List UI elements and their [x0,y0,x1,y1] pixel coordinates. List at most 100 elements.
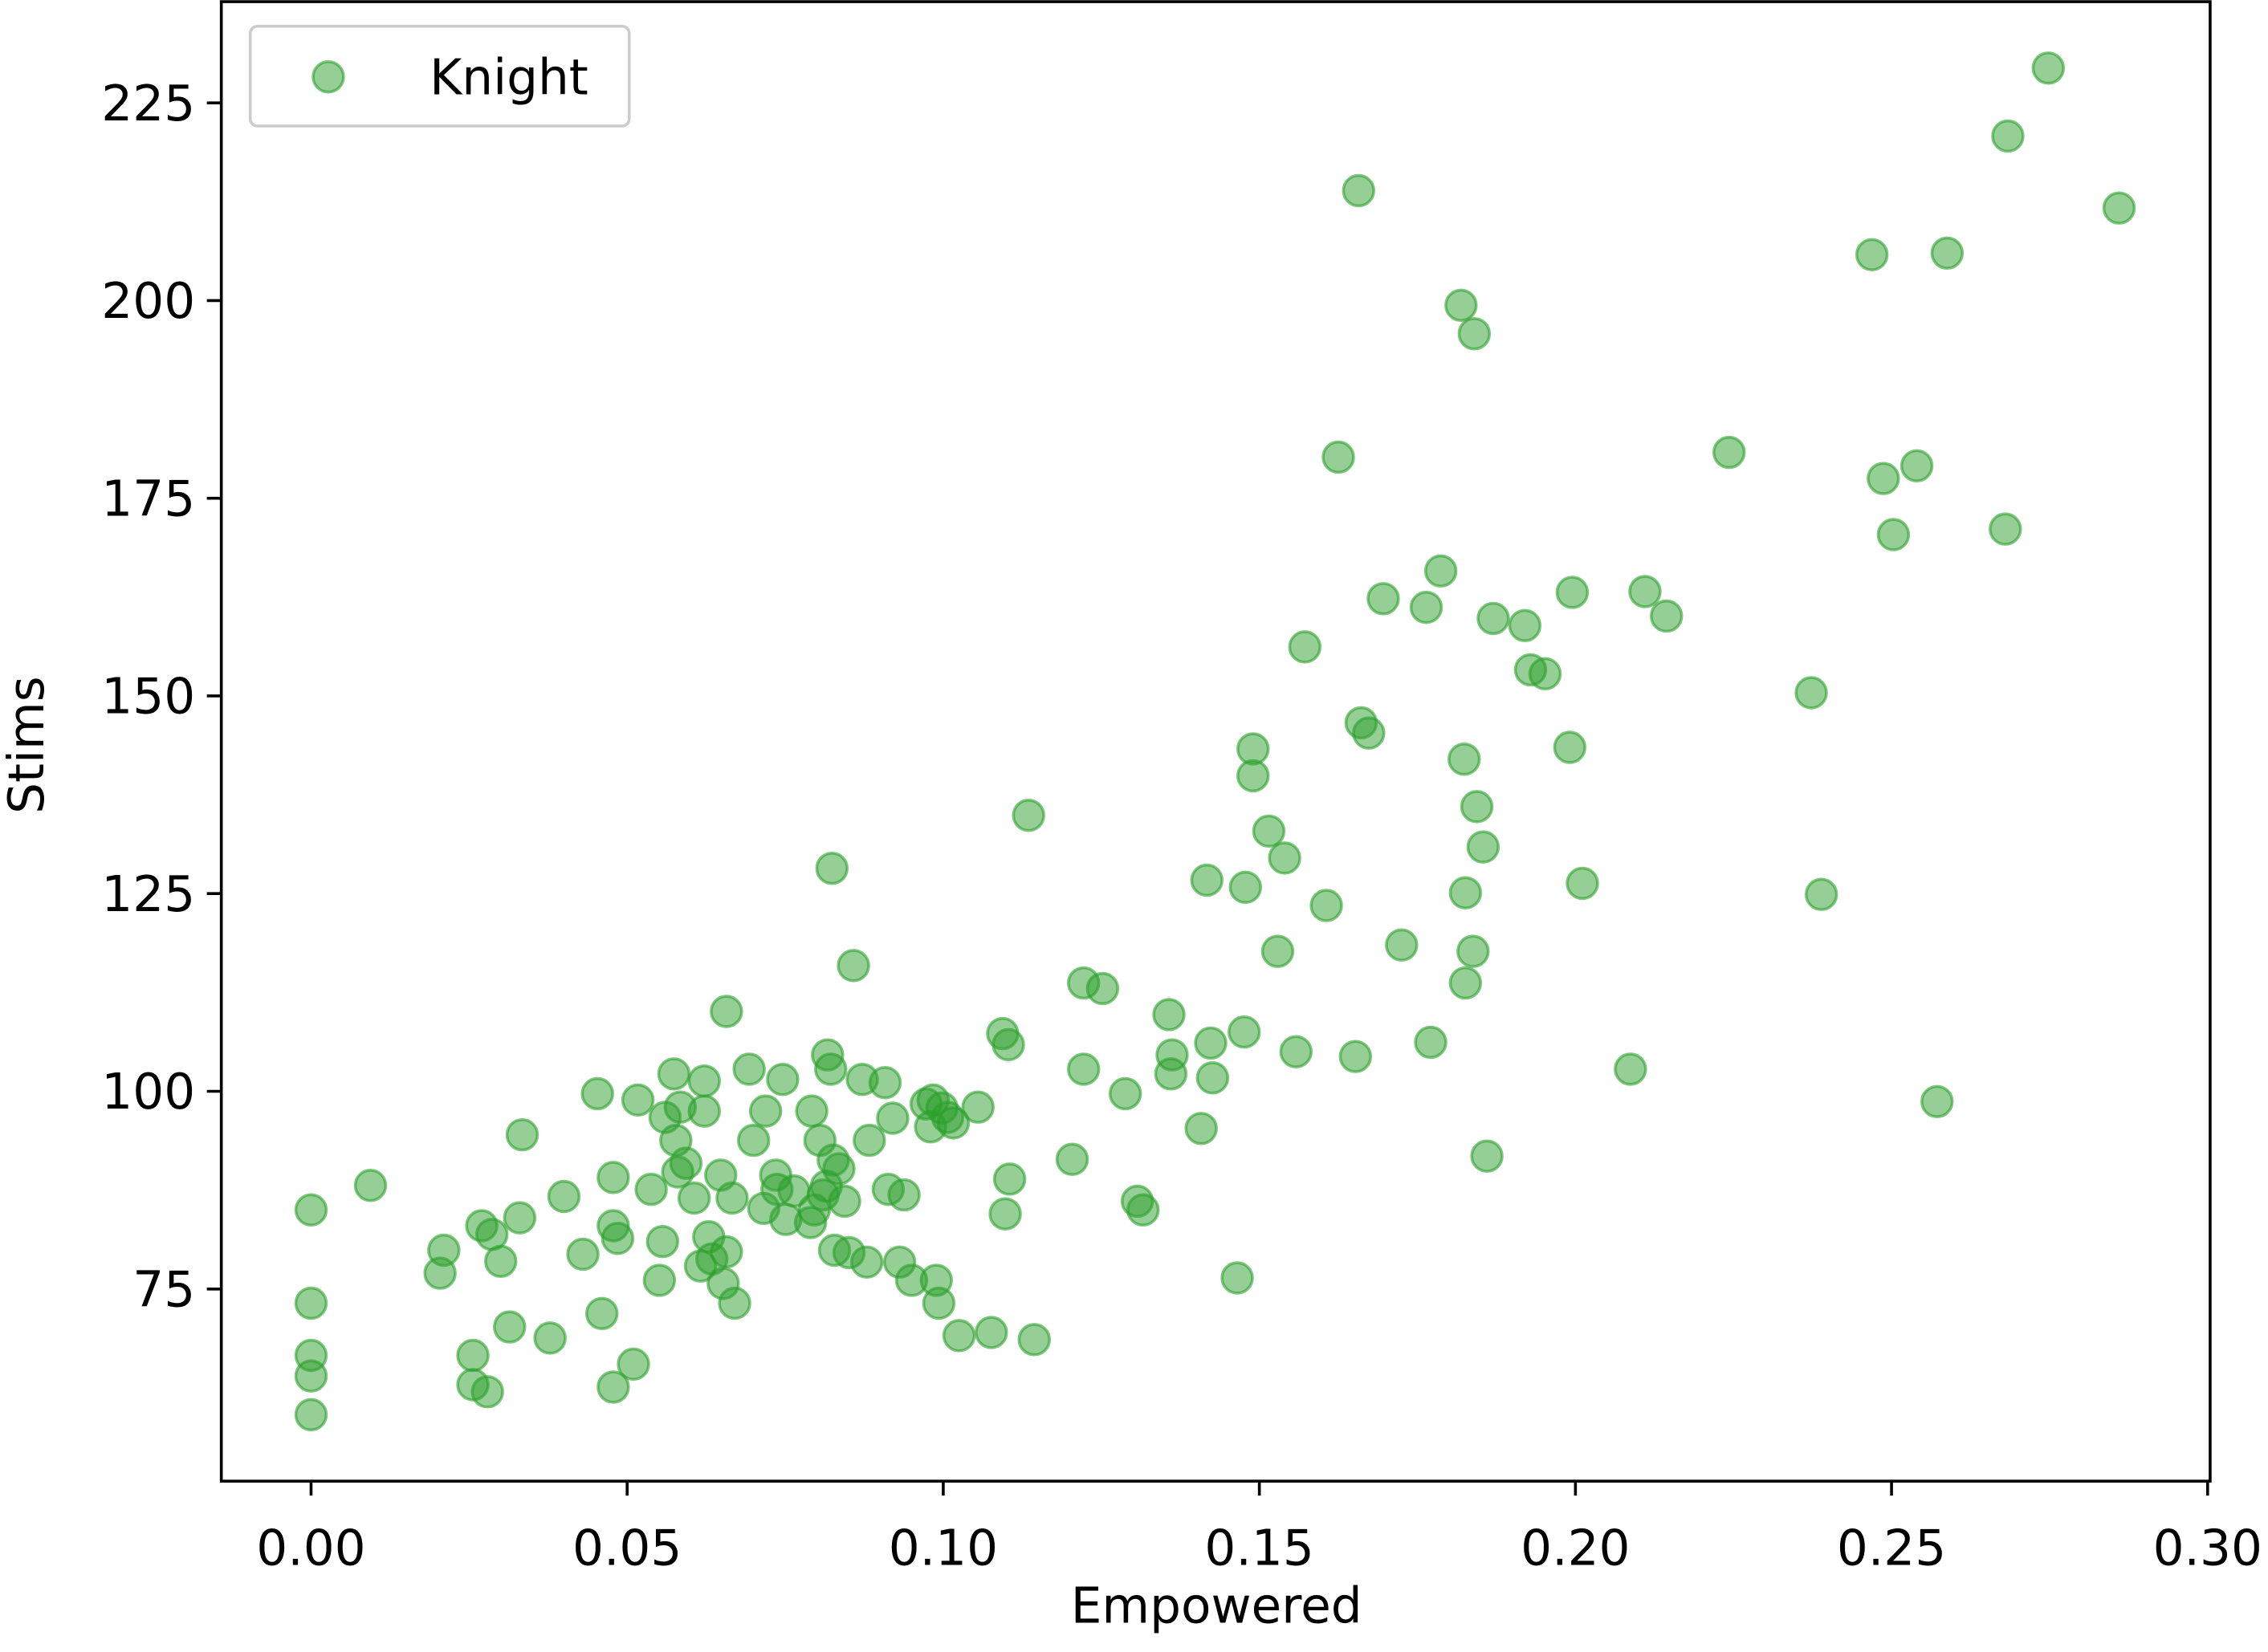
point [849,1245,884,1280]
point [1338,1040,1373,1073]
point [991,1027,1025,1062]
x-tick-label: 0.05 [572,1520,682,1577]
point [669,1146,703,1180]
x-tick-label: 0.30 [2153,1520,2262,1577]
point [657,1057,691,1091]
point [1553,730,1586,764]
point [1456,934,1490,968]
point [1414,1025,1448,1060]
point [1067,1052,1101,1086]
y-tick-label: 225 [101,75,195,132]
point [876,1101,910,1135]
point [2102,191,2136,225]
point [1309,889,1343,922]
point [1650,599,1684,633]
point [1444,288,1478,323]
point [505,1117,540,1152]
point [470,1375,504,1409]
point [621,1083,655,1117]
point [961,1090,995,1124]
point [597,1370,630,1404]
point [580,1076,614,1111]
point [456,1338,490,1373]
point [988,1197,1022,1231]
point [294,1193,328,1227]
point [1628,575,1662,608]
point [1448,876,1483,909]
point [634,1172,668,1206]
point [1152,998,1186,1031]
point [1876,518,1911,551]
point [1614,1052,1647,1086]
point [1855,238,1889,272]
point [1794,676,1828,710]
point [353,1169,388,1202]
point [687,1094,721,1128]
point [1012,798,1045,832]
legend-label: Knight [430,49,588,106]
plot-frame [219,0,2212,1483]
y-tick-label: 125 [101,866,195,923]
point [868,1065,902,1100]
point [493,1310,527,1344]
point [795,1094,829,1128]
point [1470,1139,1504,1173]
point [1236,759,1270,793]
point [1288,630,1322,664]
point [1528,657,1562,691]
point [547,1179,581,1214]
point [942,1319,976,1353]
x-tick-label: 0.25 [1837,1520,1946,1577]
point [936,1106,971,1140]
point [736,1123,771,1158]
y-tick-label: 150 [101,669,195,726]
point [814,1052,848,1086]
point [766,1063,800,1097]
point [1195,1061,1230,1095]
point [1466,830,1500,864]
point [294,1398,328,1432]
point [294,1359,328,1393]
point [1423,554,1458,588]
point [1476,601,1510,636]
point [1228,1015,1261,1049]
point [1900,449,1934,483]
point [1194,1026,1228,1060]
point [483,1244,518,1279]
point [853,1123,886,1158]
point [718,1286,751,1320]
x-tick-label: 0.15 [1204,1520,1313,1577]
point [1555,576,1590,609]
point [2031,51,2066,85]
point [1508,608,1542,643]
point [715,1181,749,1215]
point [732,1052,766,1086]
legend-box [248,24,631,128]
y-tick-label: 175 [101,470,195,527]
point [1228,870,1263,905]
point [1920,1084,1954,1119]
point [1184,1112,1218,1145]
point [677,1181,711,1215]
point [1321,440,1355,474]
point [1989,512,2022,546]
x-tick-label: 0.10 [889,1520,998,1577]
point [828,1184,861,1219]
point [1055,1142,1089,1176]
point [1867,462,1900,495]
point [887,1178,921,1212]
y-tick-label: 200 [101,273,195,330]
point [1252,814,1286,848]
point [1220,1261,1254,1295]
y-tick-label: 75 [132,1261,195,1318]
legend-marker [311,60,345,94]
point [1268,841,1301,875]
point [1279,1035,1313,1068]
point [837,949,870,983]
point [992,1162,1027,1196]
point [1366,582,1400,616]
point [1991,119,2025,153]
point [710,1235,743,1269]
